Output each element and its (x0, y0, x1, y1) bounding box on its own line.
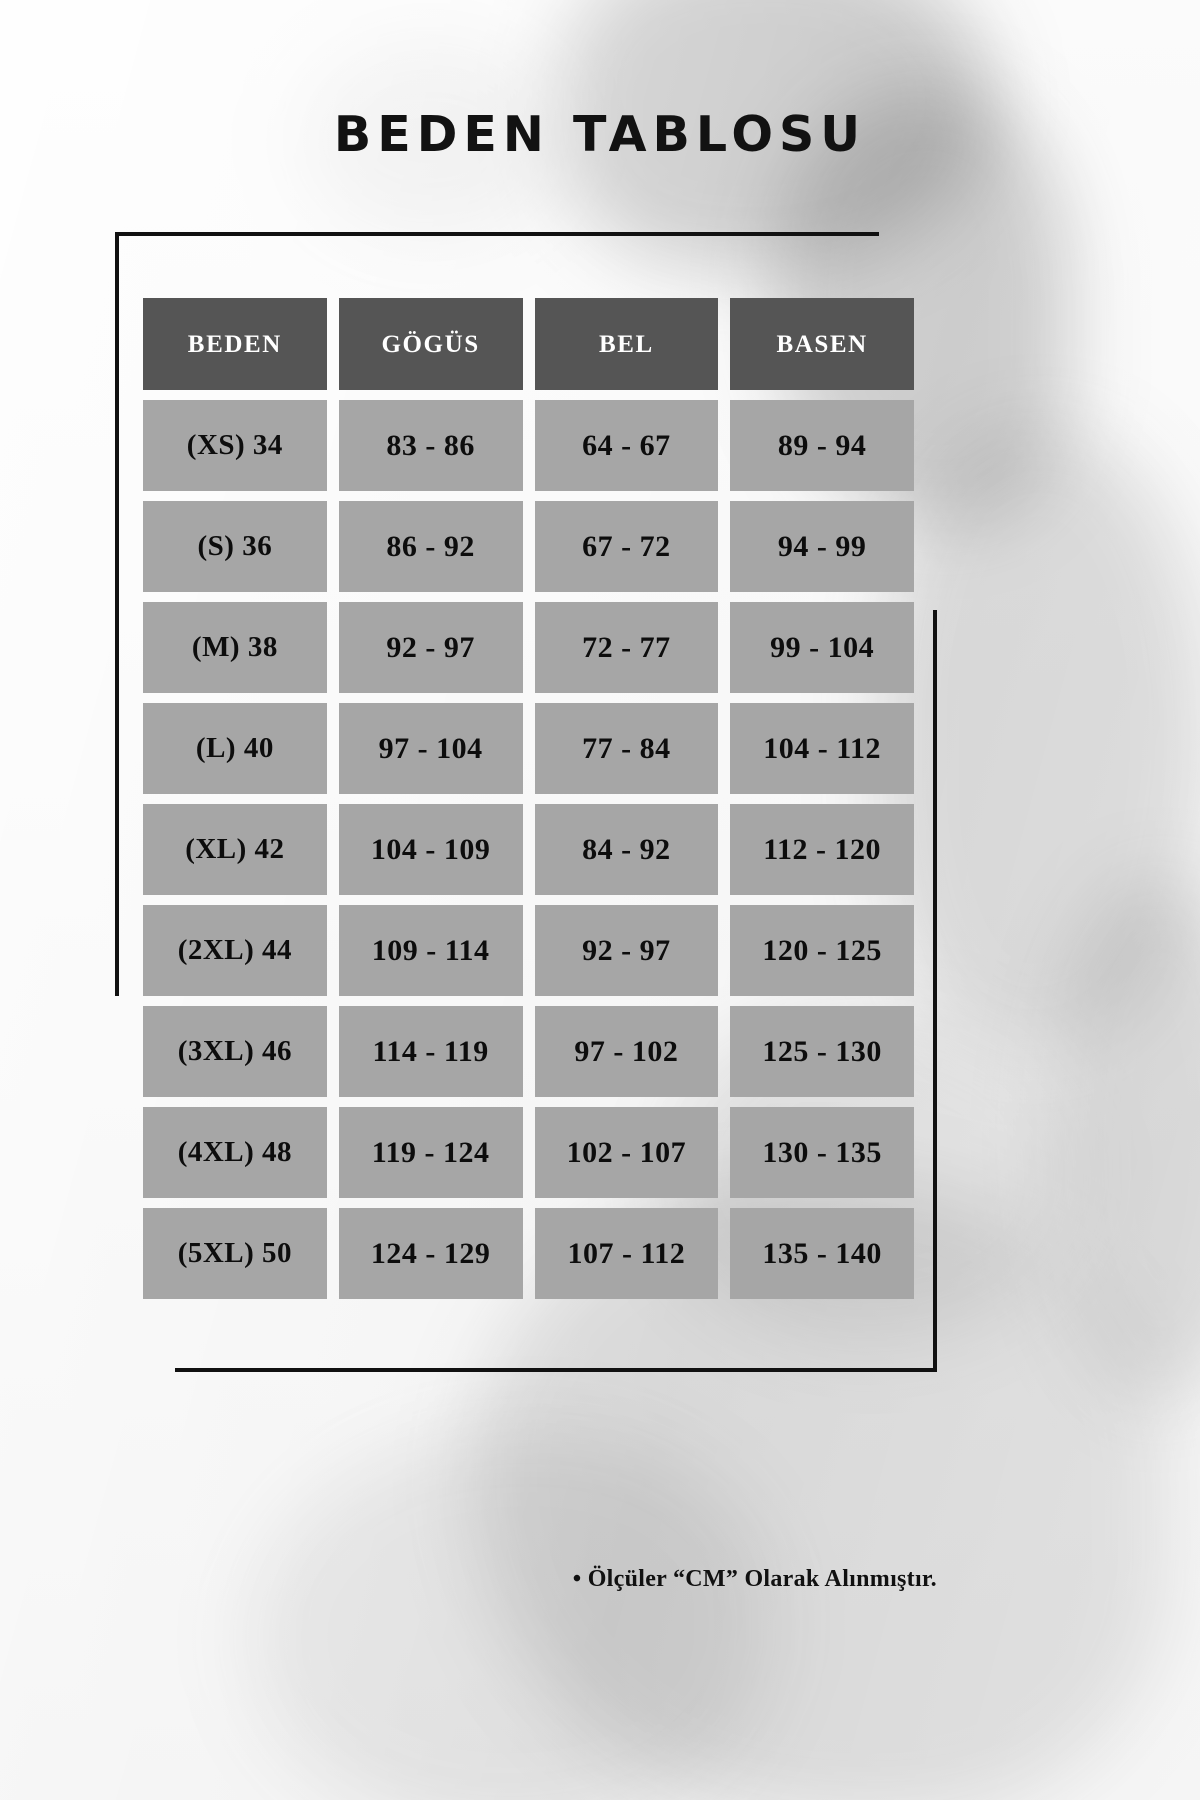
size-table: BEDEN GÖGÜS BEL BASEN (XS) 34 83 - 86 64 - 67 8… (143, 298, 914, 1299)
table-header-row: BEDEN GÖGÜS BEL BASEN (143, 298, 914, 390)
corner-bracket-bottom-right (175, 610, 937, 1372)
cell-gogus: 97 - 104 (338, 703, 523, 794)
cell-basen: 94 - 99 (730, 501, 914, 592)
column-header-basen: BASEN (730, 298, 914, 390)
cell-beden: (L) 40 (143, 703, 327, 794)
cell-beden: (XS) 34 (143, 400, 327, 491)
cell-basen: 99 - 104 (730, 602, 914, 693)
cell-bel: 64 - 67 (534, 400, 719, 491)
cell-gogus: 92 - 97 (338, 602, 523, 693)
cell-gogus: 109 - 114 (338, 905, 523, 996)
corner-bracket-top-left (115, 232, 879, 996)
table-row: (4XL) 48 119 - 124 102 - 107 130 - 135 (143, 1107, 914, 1198)
table-row: (5XL) 50 124 - 129 107 - 112 135 - 140 (143, 1208, 914, 1299)
table-row: (XL) 42 104 - 109 84 - 92 112 - 120 (143, 804, 914, 895)
cell-bel: 92 - 97 (534, 905, 719, 996)
cell-basen: 120 - 125 (730, 905, 914, 996)
column-header-beden: BEDEN (143, 298, 327, 390)
cell-basen: 135 - 140 (730, 1208, 914, 1299)
cell-basen: 125 - 130 (730, 1006, 914, 1097)
column-header-bel: BEL (534, 298, 719, 390)
cell-beden: (S) 36 (143, 501, 327, 592)
cell-beden: (2XL) 44 (143, 905, 327, 996)
cell-gogus: 114 - 119 (338, 1006, 523, 1097)
cell-basen: 130 - 135 (730, 1107, 914, 1198)
cell-beden: (4XL) 48 (143, 1107, 327, 1198)
table-row: (2XL) 44 109 - 114 92 - 97 120 - 125 (143, 905, 914, 996)
table-row: (S) 36 86 - 92 67 - 72 94 - 99 (143, 501, 914, 592)
column-header-g-g-s: GÖGÜS (338, 298, 523, 390)
cell-bel: 77 - 84 (534, 703, 719, 794)
cell-gogus: 104 - 109 (338, 804, 523, 895)
cell-gogus: 86 - 92 (338, 501, 523, 592)
cell-beden: (5XL) 50 (143, 1208, 327, 1299)
cell-bel: 72 - 77 (534, 602, 719, 693)
cell-basen: 112 - 120 (730, 804, 914, 895)
cell-basen: 104 - 112 (730, 703, 914, 794)
cell-gogus: 119 - 124 (338, 1107, 523, 1198)
page-title: BEDEN TABLOSU (333, 106, 867, 163)
cell-bel: 67 - 72 (534, 501, 719, 592)
cell-bel: 102 - 107 (534, 1107, 719, 1198)
table-row: (M) 38 92 - 97 72 - 77 99 - 104 (143, 602, 914, 693)
footnote-measurements-unit: • Ölçüler “CM” Olarak Alınmıştır. (572, 1566, 937, 1592)
cell-beden: (3XL) 46 (143, 1006, 327, 1097)
table-row: (3XL) 46 114 - 119 97 - 102 125 - 130 (143, 1006, 914, 1097)
cell-basen: 89 - 94 (730, 400, 914, 491)
cell-beden: (XL) 42 (143, 804, 327, 895)
table-row: (XS) 34 83 - 86 64 - 67 89 - 94 (143, 400, 914, 491)
cell-gogus: 124 - 129 (338, 1208, 523, 1299)
cell-bel: 84 - 92 (534, 804, 719, 895)
cell-bel: 97 - 102 (534, 1006, 719, 1097)
cell-bel: 107 - 112 (534, 1208, 719, 1299)
cell-beden: (M) 38 (143, 602, 327, 693)
cell-gogus: 83 - 86 (338, 400, 523, 491)
table-row: (L) 40 97 - 104 77 - 84 104 - 112 (143, 703, 914, 794)
